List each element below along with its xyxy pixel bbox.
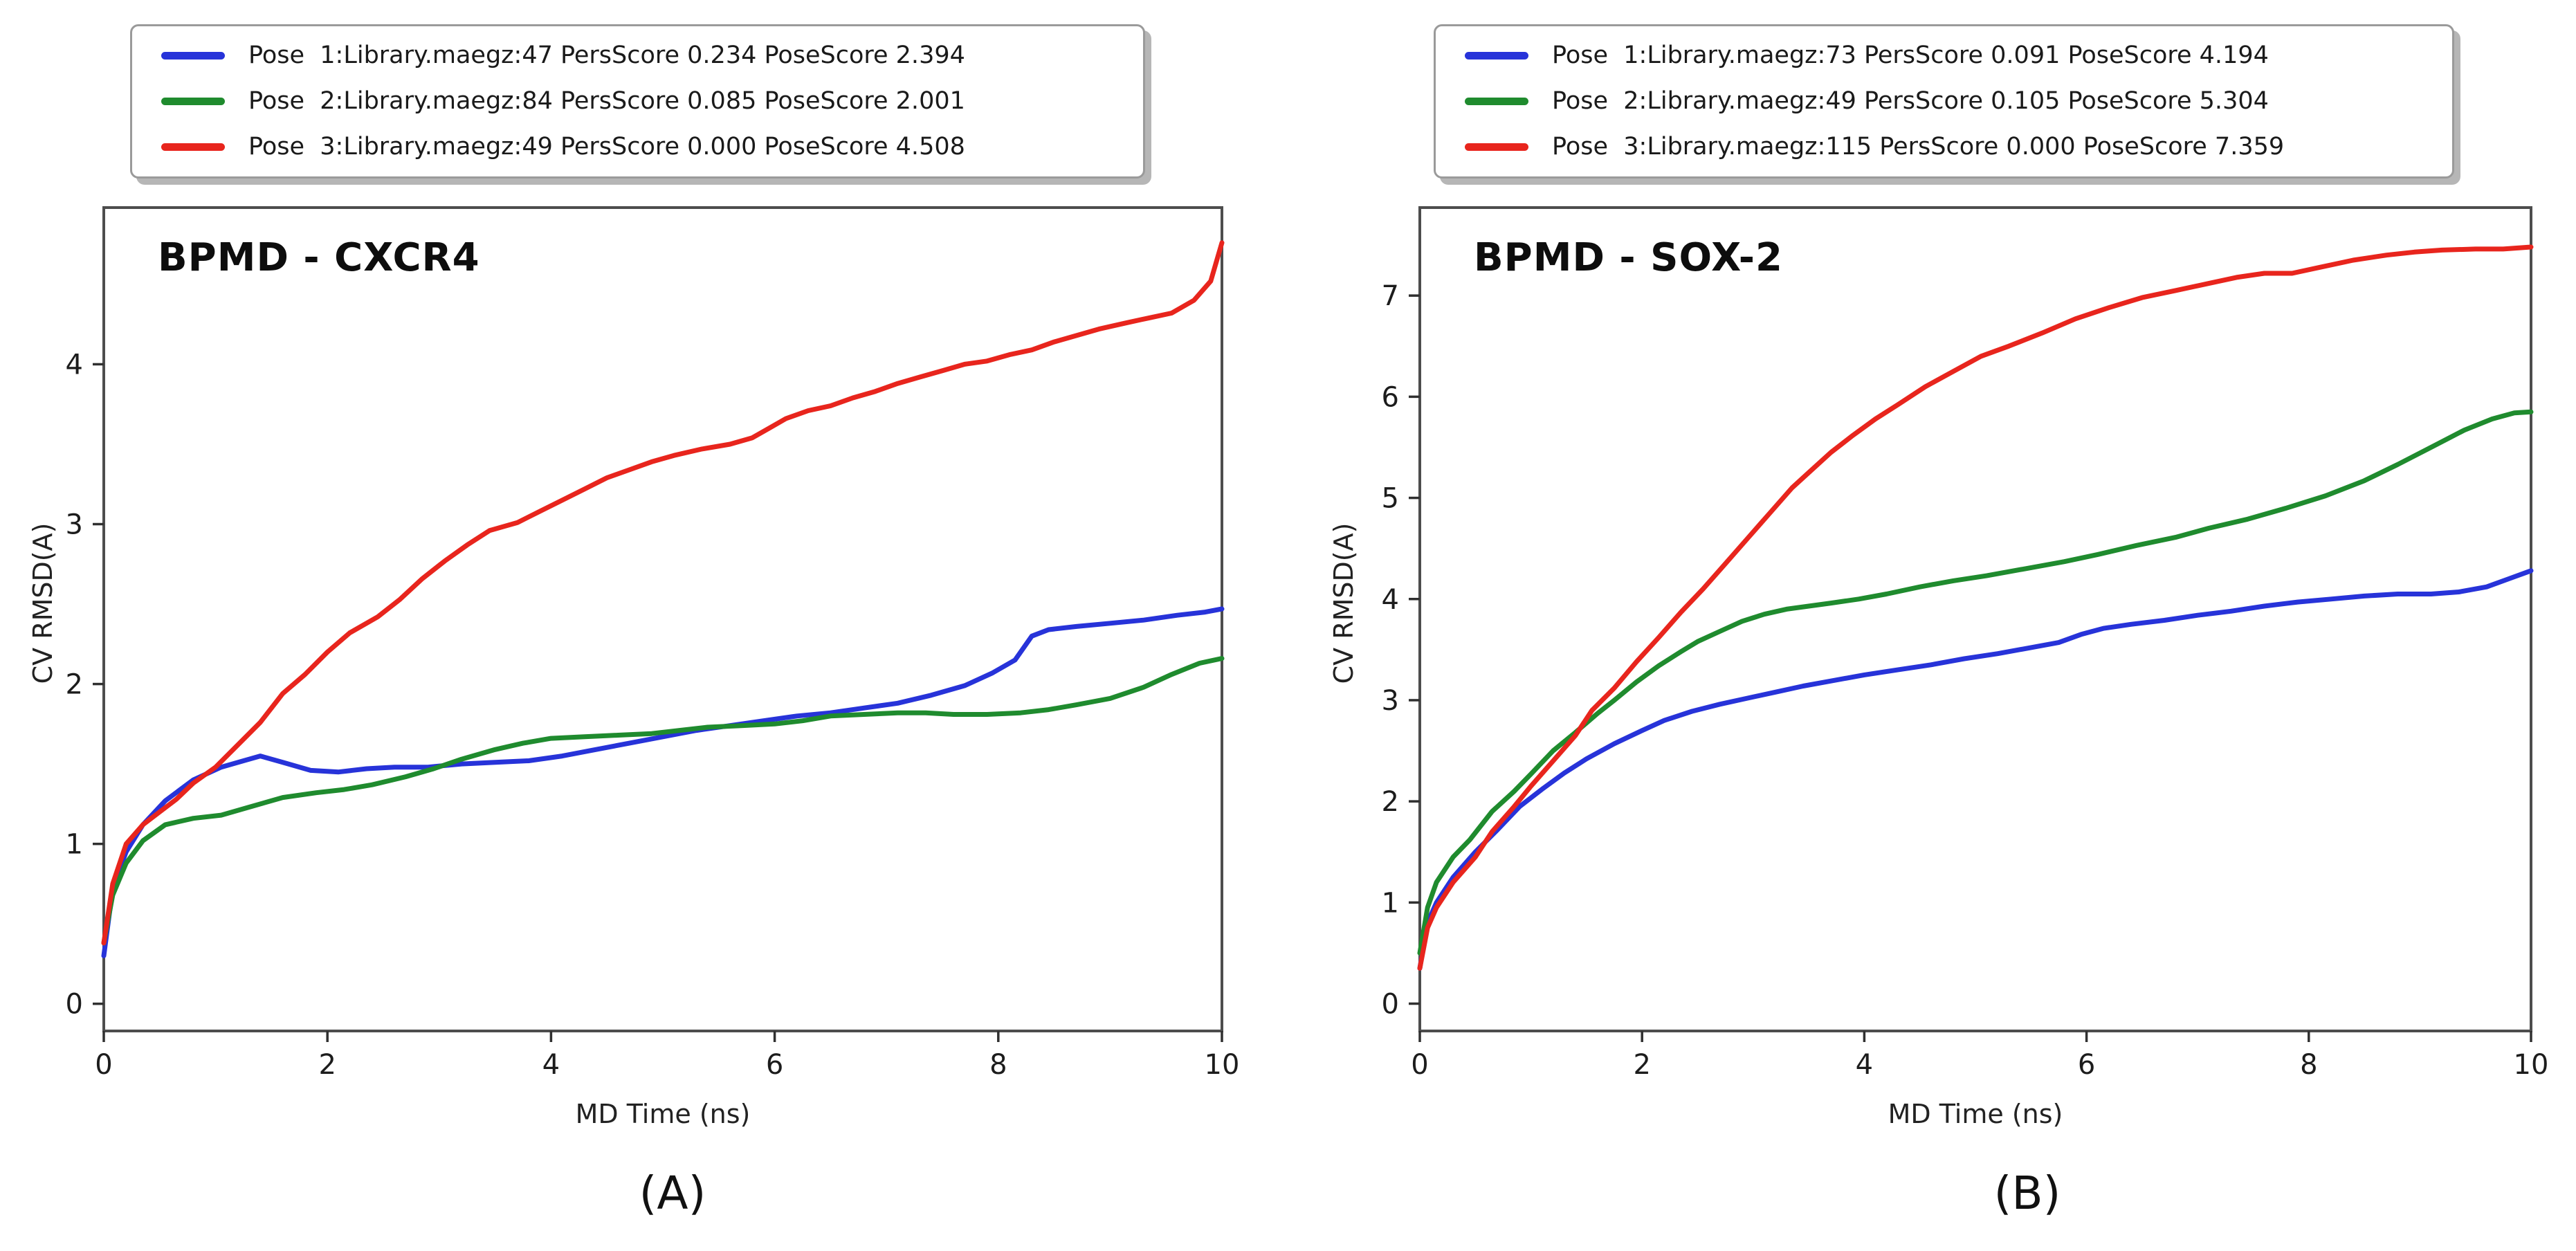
x-tick-label: 8 bbox=[2300, 1049, 2317, 1081]
x-tick-label: 2 bbox=[1633, 1049, 1650, 1081]
y-axis-label-b: CV RMSD(A) bbox=[1328, 522, 1359, 684]
x-tick-label: 4 bbox=[1856, 1049, 1873, 1081]
legend-item: Pose 3:Library.maegz:49 PersScore 0.000 … bbox=[153, 124, 1122, 170]
legend-label: Pose 3:Library.maegz:115 PersScore 0.000… bbox=[1552, 132, 2285, 161]
x-tick-label: 6 bbox=[766, 1049, 783, 1081]
legend-item: Pose 3:Library.maegz:115 PersScore 0.000… bbox=[1456, 124, 2431, 170]
legend-label: Pose 3:Library.maegz:49 PersScore 0.000 … bbox=[248, 132, 965, 161]
series-line-pose-2 bbox=[101, 656, 1225, 946]
y-tick-label: 1 bbox=[1382, 887, 1399, 919]
legend-box-a: Pose 1:Library.maegz:47 PersScore 0.234 … bbox=[130, 24, 1145, 179]
x-tick-label: 0 bbox=[1411, 1049, 1428, 1081]
y-tick-label: 7 bbox=[1382, 280, 1399, 312]
y-tick-label: 4 bbox=[1382, 584, 1399, 616]
y-axis-label-a: CV RMSD(A) bbox=[28, 522, 58, 684]
series-line-pose-1 bbox=[1417, 568, 2534, 971]
y-tick-label: 3 bbox=[1382, 685, 1399, 717]
panel-caption-a: (A) bbox=[639, 1167, 706, 1220]
x-tick-label: 8 bbox=[989, 1049, 1007, 1081]
chart-title-b: BPMD - SOX-2 bbox=[1474, 235, 1783, 280]
legend-item: Pose 2:Library.maegz:84 PersScore 0.085 … bbox=[153, 79, 1122, 125]
y-tick-label: 2 bbox=[66, 669, 83, 701]
y-tick-label: 5 bbox=[1382, 483, 1399, 515]
legend-label: Pose 1:Library.maegz:73 PersScore 0.091 … bbox=[1552, 42, 2269, 70]
series-line-pose-3 bbox=[1417, 244, 2534, 971]
series-line-pose-1 bbox=[101, 606, 1225, 958]
legend-label: Pose 1:Library.maegz:47 PersScore 0.234 … bbox=[248, 42, 965, 70]
y-tick-label: 0 bbox=[1382, 989, 1399, 1021]
plot-area-b: 0 2 4 6 8 10 0 1 2 3 4 5 6 7 bbox=[1382, 206, 2549, 1081]
legend-item: Pose 1:Library.maegz:47 PersScore 0.234 … bbox=[153, 33, 1122, 79]
chart-title-a: BPMD - CXCR4 bbox=[158, 235, 480, 280]
y-tick-label: 3 bbox=[66, 509, 83, 541]
plot-area-a: 0 2 4 6 8 10 0 1 2 3 4 bbox=[66, 206, 1240, 1081]
panel-caption-b: (B) bbox=[1993, 1167, 2061, 1220]
plot-frame bbox=[1418, 206, 2532, 1032]
x-axis-label-a: MD Time (ns) bbox=[575, 1099, 751, 1129]
plot-frame bbox=[102, 206, 1223, 1032]
y-tick-label: 4 bbox=[66, 349, 83, 381]
legend-item: Pose 2:Library.maegz:49 PersScore 0.105 … bbox=[1456, 79, 2431, 125]
series-line-pose-3 bbox=[101, 240, 1225, 946]
y-tick-label: 0 bbox=[66, 989, 83, 1021]
legend-label: Pose 2:Library.maegz:84 PersScore 0.085 … bbox=[248, 87, 965, 115]
legend-item: Pose 1:Library.maegz:73 PersScore 0.091 … bbox=[1456, 33, 2431, 79]
x-tick-label: 10 bbox=[1205, 1049, 1240, 1081]
x-tick-label: 10 bbox=[2514, 1049, 2549, 1081]
legend-label: Pose 2:Library.maegz:49 PersScore 0.105 … bbox=[1552, 87, 2269, 115]
legend-box-b: Pose 1:Library.maegz:73 PersScore 0.091 … bbox=[1434, 24, 2454, 179]
series-line-pose-2 bbox=[1417, 409, 2534, 956]
x-tick-label: 2 bbox=[318, 1049, 336, 1081]
y-tick-label: 1 bbox=[66, 829, 83, 861]
legend-line-swatch bbox=[161, 143, 225, 151]
legend-line-swatch bbox=[1465, 98, 1528, 105]
legend-line-swatch bbox=[1465, 143, 1528, 151]
x-tick-label: 4 bbox=[542, 1049, 560, 1081]
legend-line-swatch bbox=[161, 52, 225, 60]
x-axis-label-b: MD Time (ns) bbox=[1888, 1099, 2063, 1129]
legend-line-swatch bbox=[1465, 52, 1528, 60]
y-tick-label: 2 bbox=[1382, 786, 1399, 818]
x-tick-label: 0 bbox=[95, 1049, 112, 1081]
y-tick-label: 6 bbox=[1382, 381, 1399, 413]
x-tick-label: 6 bbox=[2078, 1049, 2095, 1081]
legend-line-swatch bbox=[161, 98, 225, 105]
